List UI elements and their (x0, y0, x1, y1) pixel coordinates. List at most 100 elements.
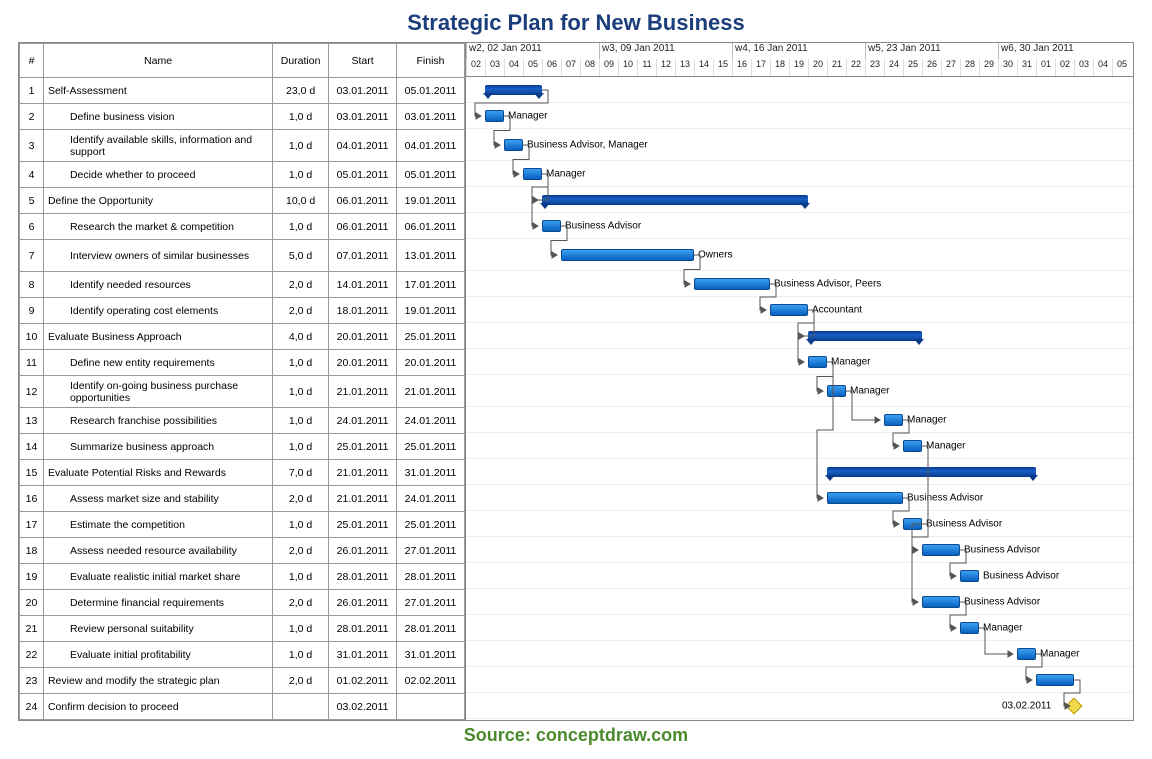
task-bar[interactable] (808, 356, 827, 368)
cell-start: 18.01.2011 (329, 298, 397, 324)
task-bar[interactable] (542, 220, 561, 232)
table-row[interactable]: 1Self-Assessment23,0 d03.01.201105.01.20… (20, 78, 465, 104)
day-label: 16 (732, 59, 751, 76)
cell-start: 03.01.2011 (329, 78, 397, 104)
cell-start: 07.01.2011 (329, 240, 397, 272)
table-row[interactable]: 12Identify on-going business purchase op… (20, 376, 465, 408)
cell-duration: 1,0 d (273, 104, 329, 130)
task-bar[interactable] (561, 249, 694, 261)
task-bar[interactable] (903, 518, 922, 530)
task-bar[interactable] (922, 596, 960, 608)
summary-bar[interactable] (827, 467, 1036, 477)
table-row[interactable]: 15Evaluate Potential Risks and Rewards7,… (20, 460, 465, 486)
cell-name: Review and modify the strategic plan (43, 668, 272, 694)
cell-num: 23 (20, 668, 44, 694)
cell-duration: 4,0 d (273, 324, 329, 350)
cell-duration: 1,0 d (273, 616, 329, 642)
task-bar[interactable] (770, 304, 808, 316)
table-row[interactable]: 2Define business vision1,0 d03.01.201103… (20, 104, 465, 130)
table-row[interactable]: 7Interview owners of similar businesses5… (20, 240, 465, 272)
cell-num: 10 (20, 324, 44, 350)
day-label: 02 (466, 59, 485, 76)
cell-finish: 31.01.2011 (397, 642, 465, 668)
cell-finish: 03.01.2011 (397, 104, 465, 130)
cell-duration: 1,0 d (273, 350, 329, 376)
cell-num: 20 (20, 590, 44, 616)
day-label: 15 (713, 59, 732, 76)
task-bar[interactable] (523, 168, 542, 180)
day-label: 06 (542, 59, 561, 76)
table-row[interactable]: 24Confirm decision to proceed03.02.2011 (20, 694, 465, 720)
cell-duration: 1,0 d (273, 130, 329, 162)
week-label: w6, 30 Jan 2011 (998, 43, 1131, 59)
cell-num: 17 (20, 512, 44, 538)
table-row[interactable]: 21Review personal suitability1,0 d28.01.… (20, 616, 465, 642)
table-row[interactable]: 8Identify needed resources2,0 d14.01.201… (20, 272, 465, 298)
day-label: 13 (675, 59, 694, 76)
col-num: # (20, 44, 44, 78)
cell-finish: 05.01.2011 (397, 162, 465, 188)
cell-duration: 1,0 d (273, 162, 329, 188)
cell-duration: 1,0 d (273, 434, 329, 460)
task-bar[interactable] (827, 492, 903, 504)
cell-name: Identify operating cost elements (43, 298, 272, 324)
cell-num: 22 (20, 642, 44, 668)
table-row[interactable]: 3Identify available skills, information … (20, 130, 465, 162)
table-row[interactable]: 23Review and modify the strategic plan2,… (20, 668, 465, 694)
table-row[interactable]: 20Determine financial requirements2,0 d2… (20, 590, 465, 616)
task-bar[interactable] (922, 544, 960, 556)
day-label: 01 (1036, 59, 1055, 76)
table-row[interactable]: 10Evaluate Business Approach4,0 d20.01.2… (20, 324, 465, 350)
task-table: # Name Duration Start Finish 1Self-Asses… (19, 43, 465, 720)
day-label: 09 (599, 59, 618, 76)
task-bar[interactable] (884, 414, 903, 426)
day-label: 11 (637, 59, 656, 76)
task-label: Business Advisor (983, 571, 1059, 582)
cell-num: 7 (20, 240, 44, 272)
summary-bar[interactable] (485, 85, 542, 95)
cell-num: 5 (20, 188, 44, 214)
cell-num: 2 (20, 104, 44, 130)
task-bar[interactable] (1017, 648, 1036, 660)
cell-duration: 10,0 d (273, 188, 329, 214)
page-title: Strategic Plan for New Business (18, 0, 1134, 42)
summary-bar[interactable] (808, 331, 922, 341)
table-row[interactable]: 16Assess market size and stability2,0 d2… (20, 486, 465, 512)
cell-num: 16 (20, 486, 44, 512)
task-bar[interactable] (1036, 674, 1074, 686)
week-label: w2, 02 Jan 2011 (466, 43, 599, 59)
day-label: 04 (504, 59, 523, 76)
table-row[interactable]: 5Define the Opportunity10,0 d06.01.20111… (20, 188, 465, 214)
table-row[interactable]: 13Research franchise possibilities1,0 d2… (20, 408, 465, 434)
day-label: 20 (808, 59, 827, 76)
cell-start: 01.02.2011 (329, 668, 397, 694)
table-row[interactable]: 14Summarize business approach1,0 d25.01.… (20, 434, 465, 460)
task-label: Accountant (812, 305, 862, 316)
task-bar[interactable] (960, 570, 979, 582)
cell-duration: 2,0 d (273, 538, 329, 564)
table-row[interactable]: 19Evaluate realistic initial market shar… (20, 564, 465, 590)
cell-start: 28.01.2011 (329, 564, 397, 590)
task-bar[interactable] (827, 385, 846, 397)
task-bar[interactable] (694, 278, 770, 290)
table-row[interactable]: 9Identify operating cost elements2,0 d18… (20, 298, 465, 324)
table-row[interactable]: 22Evaluate initial profitability1,0 d31.… (20, 642, 465, 668)
cell-finish: 28.01.2011 (397, 616, 465, 642)
task-bar[interactable] (903, 440, 922, 452)
task-bar[interactable] (960, 622, 979, 634)
cell-duration: 1,0 d (273, 214, 329, 240)
day-label: 04 (1093, 59, 1112, 76)
task-bar[interactable] (485, 110, 504, 122)
table-row[interactable]: 6Research the market & competition1,0 d0… (20, 214, 465, 240)
cell-duration (273, 694, 329, 720)
cell-duration: 2,0 d (273, 298, 329, 324)
table-row[interactable]: 4Decide whether to proceed1,0 d05.01.201… (20, 162, 465, 188)
table-row[interactable]: 11Define new entity requirements1,0 d20.… (20, 350, 465, 376)
summary-bar[interactable] (542, 195, 808, 205)
task-label: Business Advisor (926, 519, 1002, 530)
task-bar[interactable] (504, 139, 523, 151)
cell-start: 26.01.2011 (329, 538, 397, 564)
cell-duration: 2,0 d (273, 272, 329, 298)
table-row[interactable]: 18Assess needed resource availability2,0… (20, 538, 465, 564)
table-row[interactable]: 17Estimate the competition1,0 d25.01.201… (20, 512, 465, 538)
